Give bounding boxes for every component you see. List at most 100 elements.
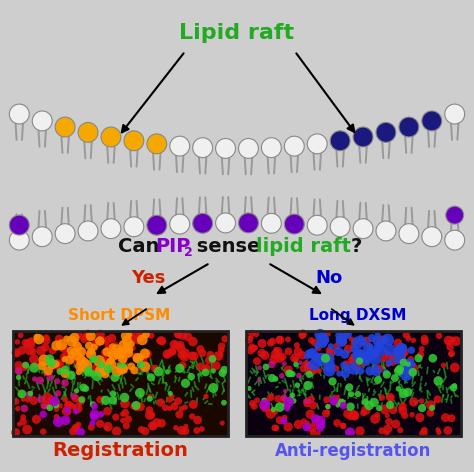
Circle shape: [331, 395, 341, 405]
Circle shape: [78, 364, 86, 372]
Circle shape: [211, 361, 220, 371]
Circle shape: [261, 398, 267, 403]
Circle shape: [101, 219, 121, 239]
Circle shape: [336, 335, 345, 344]
Circle shape: [175, 410, 183, 419]
Circle shape: [66, 336, 78, 347]
Circle shape: [69, 427, 78, 436]
Circle shape: [391, 374, 399, 382]
Circle shape: [355, 426, 365, 436]
Circle shape: [436, 430, 442, 435]
Circle shape: [15, 367, 23, 375]
Circle shape: [12, 348, 21, 357]
Circle shape: [419, 346, 425, 352]
Circle shape: [301, 418, 307, 424]
Circle shape: [86, 352, 92, 358]
Circle shape: [386, 359, 393, 366]
Circle shape: [309, 401, 317, 409]
Circle shape: [303, 360, 310, 367]
Circle shape: [209, 355, 216, 362]
Circle shape: [121, 409, 129, 417]
Circle shape: [85, 332, 94, 341]
Circle shape: [299, 329, 307, 338]
Circle shape: [61, 369, 70, 378]
Circle shape: [149, 422, 157, 430]
Circle shape: [316, 333, 329, 346]
Circle shape: [163, 350, 172, 359]
Circle shape: [348, 356, 356, 364]
Circle shape: [148, 421, 157, 430]
Circle shape: [307, 396, 315, 403]
Circle shape: [347, 362, 360, 375]
Circle shape: [394, 366, 403, 376]
Circle shape: [366, 344, 373, 350]
Circle shape: [284, 347, 292, 355]
Circle shape: [70, 348, 79, 356]
Circle shape: [177, 341, 184, 349]
Circle shape: [343, 366, 349, 372]
Circle shape: [132, 401, 141, 410]
Circle shape: [210, 357, 216, 363]
Circle shape: [199, 426, 205, 432]
Circle shape: [259, 399, 270, 410]
Circle shape: [303, 398, 310, 405]
Circle shape: [61, 379, 69, 387]
Circle shape: [328, 343, 334, 350]
Circle shape: [165, 369, 170, 375]
Circle shape: [193, 213, 212, 233]
Circle shape: [351, 338, 358, 345]
Circle shape: [268, 374, 276, 382]
Circle shape: [91, 364, 101, 374]
Circle shape: [310, 429, 317, 436]
Circle shape: [340, 402, 347, 409]
Circle shape: [376, 221, 396, 241]
Circle shape: [359, 350, 365, 357]
Circle shape: [118, 364, 125, 371]
Circle shape: [210, 368, 216, 373]
Circle shape: [340, 423, 346, 429]
Circle shape: [112, 413, 119, 421]
Circle shape: [287, 371, 293, 377]
Circle shape: [357, 367, 365, 375]
Circle shape: [386, 393, 394, 401]
Text: Yes: Yes: [131, 269, 166, 287]
Circle shape: [156, 338, 161, 343]
Circle shape: [95, 365, 106, 377]
Circle shape: [72, 340, 80, 348]
Circle shape: [261, 404, 270, 413]
Circle shape: [327, 356, 333, 363]
Circle shape: [138, 426, 145, 433]
Circle shape: [334, 347, 343, 356]
Circle shape: [386, 401, 394, 409]
Circle shape: [53, 416, 64, 427]
Circle shape: [307, 134, 327, 154]
Circle shape: [182, 427, 189, 435]
Circle shape: [349, 337, 354, 341]
Circle shape: [133, 403, 141, 411]
Circle shape: [316, 423, 324, 431]
Circle shape: [383, 424, 392, 433]
Circle shape: [180, 348, 190, 358]
Circle shape: [404, 363, 411, 371]
Circle shape: [32, 376, 37, 382]
Circle shape: [179, 406, 184, 412]
Text: lipid raft: lipid raft: [256, 237, 351, 256]
Circle shape: [363, 343, 374, 354]
Text: No: No: [316, 269, 343, 287]
Circle shape: [40, 429, 46, 435]
Circle shape: [284, 397, 294, 407]
Circle shape: [376, 122, 396, 143]
Circle shape: [312, 353, 320, 361]
Circle shape: [140, 362, 150, 372]
Circle shape: [107, 334, 116, 343]
Circle shape: [214, 351, 223, 361]
Circle shape: [183, 332, 192, 341]
Circle shape: [141, 357, 147, 364]
Circle shape: [36, 362, 42, 367]
Circle shape: [409, 368, 417, 377]
Circle shape: [72, 394, 79, 402]
Circle shape: [97, 361, 105, 369]
Circle shape: [111, 344, 123, 356]
Circle shape: [327, 363, 335, 371]
Circle shape: [26, 391, 33, 398]
